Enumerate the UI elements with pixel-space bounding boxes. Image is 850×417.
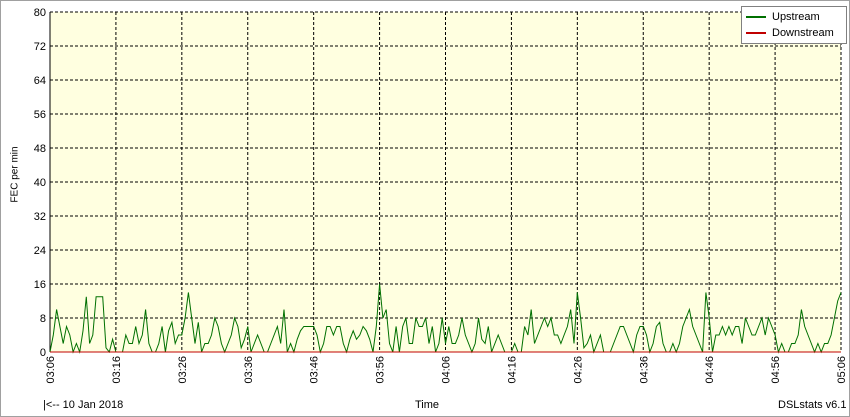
x-axis-label: Time — [415, 399, 440, 411]
y-tick-label: 48 — [34, 143, 46, 155]
legend: Upstream Downstream — [741, 6, 847, 44]
legend-label-downstream: Downstream — [772, 27, 834, 39]
y-tick-label: 56 — [34, 109, 46, 121]
legend-swatch-upstream — [746, 16, 766, 18]
y-tick-label: 32 — [34, 211, 46, 223]
y-tick-label: 8 — [40, 313, 46, 325]
x-tick-label: 03:36 — [243, 356, 255, 384]
legend-swatch-downstream — [746, 32, 766, 34]
y-tick-label: 72 — [34, 41, 46, 53]
x-tick-label: 04:16 — [506, 356, 518, 384]
y-tick-label: 80 — [34, 7, 46, 19]
x-tick-label: 03:16 — [111, 356, 123, 384]
app-version: DSLstats v6.1 — [778, 399, 847, 411]
x-tick-label: 03:06 — [45, 356, 57, 384]
x-tick-label: 05:06 — [836, 356, 848, 384]
y-tick-label: 64 — [34, 75, 46, 87]
legend-label-upstream: Upstream — [772, 11, 820, 23]
y-axis-label: FEC per min — [9, 146, 21, 203]
x-tick-label: 04:56 — [770, 356, 782, 384]
legend-item-downstream: Downstream — [746, 26, 834, 40]
x-tick-label: 03:56 — [375, 356, 387, 384]
x-tick-label: 04:26 — [572, 356, 584, 384]
x-tick-label: 04:36 — [638, 356, 650, 384]
y-tick-label: 16 — [34, 279, 46, 291]
series-line-upstream — [49, 283, 842, 354]
y-tick-label: 24 — [34, 245, 46, 257]
y-tick-label: 40 — [34, 177, 46, 189]
navigate-back-link[interactable]: |<-- 10 Jan 2018 — [43, 399, 124, 411]
x-tick-label: 03:46 — [309, 356, 321, 384]
y-tick-label: 0 — [40, 347, 46, 359]
x-tick-label: 04:46 — [704, 356, 716, 384]
x-tick-label: 03:26 — [177, 356, 189, 384]
legend-item-upstream: Upstream — [746, 10, 820, 24]
x-tick-label: 04:06 — [441, 356, 453, 384]
